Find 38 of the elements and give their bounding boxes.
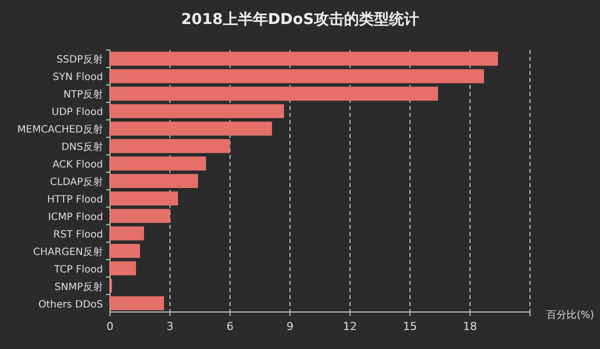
bar [110,104,284,118]
y-tick-label: SNMP反射 [54,280,103,293]
bar [110,244,140,258]
bar [110,139,230,154]
x-tick-label: 18 [463,320,477,333]
y-tick-label: DNS反射 [61,141,103,154]
x-axis-title: 百分比(%) [546,309,594,321]
y-tick-label: SYN Flood [52,72,103,84]
x-tick-label: 9 [286,320,294,333]
bar [110,69,484,84]
bar [110,191,178,206]
y-tick-label: ICMP Flood [48,212,103,223]
bar [110,296,164,310]
y-tick-label: UDP Flood [52,107,103,118]
x-tick-label: 12 [343,320,357,333]
y-tick-label: SSDP反射 [56,54,103,66]
bar [110,226,144,240]
y-tick-label: Others DDoS [38,299,103,310]
y-tick-label: RST Flood [53,229,103,240]
y-tick-label: ACK Flood [52,160,103,171]
bar [110,208,170,223]
bar [110,86,438,101]
x-tick-label: 6 [226,320,234,333]
bar [110,174,198,188]
bar [110,261,136,276]
y-tick-label: HTTP Flood [47,194,103,206]
bar [110,156,206,171]
x-tick-label: 15 [403,320,417,333]
x-tick-label: 3 [166,320,174,333]
y-tick-label: NTP反射 [63,88,103,101]
y-tick-label: TCP Flood [53,264,103,276]
x-tick-label: 0 [106,320,114,333]
bar [110,52,498,66]
y-tick-label: CHARGEN反射 [33,246,103,258]
y-tick-label: CLDAP反射 [50,176,103,188]
bar [110,122,272,136]
chart-title: 2018上半年DDoS攻击的类型统计 [181,10,419,28]
y-tick-label: MEMCACHED反射 [17,124,103,136]
